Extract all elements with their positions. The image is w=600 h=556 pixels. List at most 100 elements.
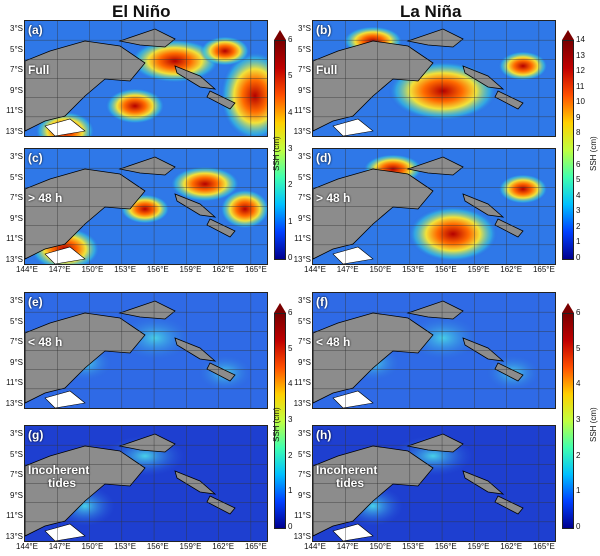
lat-tick-label: 13°S (293, 532, 311, 541)
panel-letter: (a) (28, 23, 43, 37)
lon-tick-label: 153°E (114, 265, 137, 274)
ssh-field-d (313, 149, 555, 264)
colorbar-tick-label: 4 (288, 107, 293, 117)
colorbar-tick-label: 6 (288, 35, 293, 44)
map-panel-e: (e) < 48 h (24, 292, 268, 409)
colorbar-tick-label: 12 (576, 66, 585, 76)
lat-tick-label: 13°S (293, 399, 311, 408)
colorbar-unit-label: SSH (cm) (589, 407, 598, 442)
lon-tick-label: 165°E (532, 265, 555, 274)
lat-tick-label: 11°S (294, 234, 311, 244)
lat-tick-label: 5°S (10, 44, 23, 54)
colorbar-tick-label: 0 (576, 253, 581, 262)
colorbar-tick-label: 6 (288, 308, 293, 317)
lat-tick-label: 9°S (298, 357, 311, 367)
lon-tick-label: 159°E (179, 542, 202, 551)
map-panel-f: (f) < 48 h (312, 292, 556, 409)
lat-tick-label: 13°S (293, 255, 311, 264)
new-guinea-landmass (25, 168, 146, 260)
lon-tick-label: 162°E (212, 265, 235, 274)
ssh-field-h (313, 426, 555, 541)
colorbar-tick-label: 0 (576, 522, 581, 531)
colorbar-tick-label: 1 (576, 237, 581, 247)
map-panel-h: (h) Incoherent tides (312, 425, 556, 542)
lat-tick-label: 7°S (10, 470, 23, 480)
solomon-islands (462, 470, 524, 515)
colorbar-tick-label: 14 (576, 35, 585, 44)
lat-tick-label: 5°S (10, 449, 23, 459)
lon-tick-label: 159°E (467, 265, 490, 274)
panel-label: Full (316, 63, 338, 77)
ssh-anomaly-blob (498, 174, 548, 204)
colorbar-top-left (274, 40, 286, 260)
panel-letter: (h) (316, 428, 332, 442)
lat-tick-label: 5°S (10, 172, 23, 182)
colorbar-tick-label: 6 (576, 308, 581, 317)
colorbar-tick-label: 1 (576, 486, 581, 496)
lat-tick-label: 11°S (294, 378, 311, 388)
colorbar-bottom-left (274, 313, 286, 529)
ssh-anomaly-blob (408, 206, 498, 262)
lon-tick-label: 156°E (434, 542, 457, 551)
ssh-field-e (25, 293, 267, 408)
map-panel-d: (d) > 48 h (312, 148, 556, 265)
colorbar-extend-arrow (273, 30, 286, 40)
land-patch (44, 390, 86, 408)
colorbar-tick-label: 5 (576, 175, 581, 185)
new-britain-island (406, 300, 464, 320)
colorbar-tick-label: 5 (576, 343, 581, 353)
panel-letter: (d) (316, 151, 332, 165)
lat-tick-label: 3°S (10, 296, 23, 305)
new-britain-island (118, 156, 176, 176)
panel-label: < 48 h (316, 335, 351, 349)
colorbar-tick-label: 0 (288, 253, 293, 262)
panel-letter: (c) (28, 151, 43, 165)
colorbar-tick-label: 11 (576, 81, 585, 91)
lat-tick-label: 11°S (294, 511, 311, 521)
lat-tick-label: 7°S (10, 337, 23, 347)
new-britain-island (406, 433, 464, 453)
map-panel-a: (a) Full (24, 20, 268, 137)
ssh-anomaly-blob (130, 39, 220, 83)
map-panel-b: (b) Full (312, 20, 556, 137)
land-patch (44, 246, 86, 264)
lat-tick-label: 11°S (6, 378, 23, 388)
land-patch (332, 118, 374, 136)
panel-letter: (g) (28, 428, 44, 442)
land-patch (332, 390, 374, 408)
lat-tick-label: 7°S (10, 193, 23, 203)
lat-tick-label: 5°S (298, 172, 311, 182)
lat-tick-label: 7°S (10, 65, 23, 75)
colorbar-tick-label: 1 (288, 216, 293, 226)
panel-label: > 48 h (316, 191, 351, 205)
lon-tick-label: 153°E (402, 542, 425, 551)
lon-tick-label: 150°E (369, 265, 392, 274)
new-guinea-landmass (25, 312, 146, 404)
colorbar-tick-label: 1 (288, 486, 293, 496)
ssh-field-b (313, 21, 555, 136)
colorbar-unit-label: SSH (cm) (272, 136, 281, 171)
colorbar-tick-label: 4 (288, 379, 293, 389)
lat-tick-label: 13°S (5, 399, 23, 408)
lat-tick-label: 9°S (10, 357, 23, 367)
lon-tick-label: 144°E (16, 265, 38, 274)
colorbar-extend-arrow (273, 303, 286, 313)
ssh-field-g (25, 426, 267, 541)
lon-tick-label: 147°E (48, 542, 71, 551)
colorbar-tick-label: 2 (288, 450, 293, 460)
lat-tick-label: 11°S (6, 511, 23, 521)
el-nino-title: El Niño (112, 2, 171, 21)
lat-tick-label: 13°S (293, 127, 311, 136)
new-guinea-landmass (313, 445, 434, 537)
panel-label: Full (28, 63, 50, 77)
lat-tick-label: 3°S (298, 429, 311, 438)
colorbar-tick-label: 10 (576, 97, 585, 107)
lon-tick-label: 162°E (212, 542, 235, 551)
colorbar-tick-label: 3 (576, 206, 581, 216)
colorbar-tick-label: 8 (576, 128, 581, 138)
panel-letter: (e) (28, 295, 43, 309)
lat-tick-label: 7°S (298, 65, 311, 75)
lon-tick-label: 144°E (16, 542, 38, 551)
lon-tick-label: 150°E (81, 265, 104, 274)
lon-tick-label: 153°E (114, 542, 137, 551)
